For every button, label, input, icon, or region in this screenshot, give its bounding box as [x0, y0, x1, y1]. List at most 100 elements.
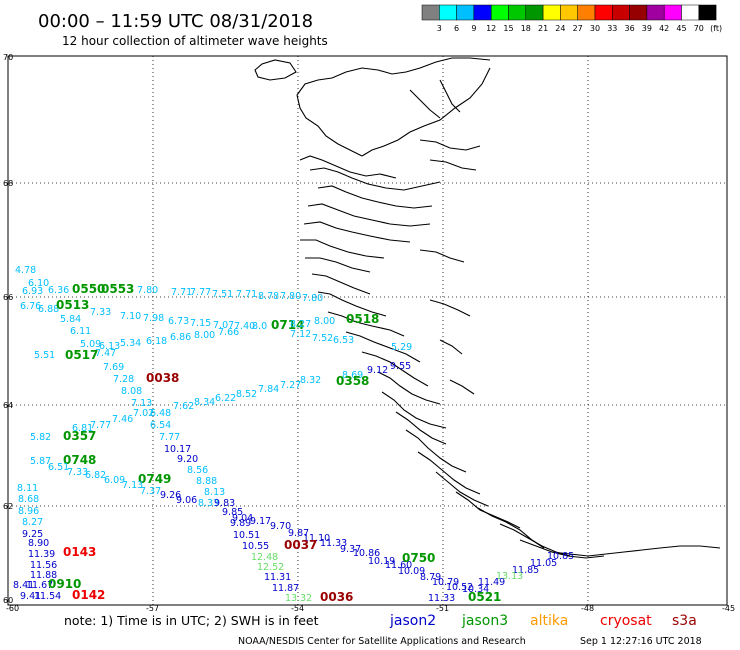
wave-height-value: 4.78: [15, 265, 36, 276]
wave-height-value: 5.34: [120, 338, 141, 349]
wave-height-value: 8.27: [22, 517, 43, 528]
wave-height-value: 6.36: [48, 285, 69, 296]
colorbar-swatch: [698, 4, 717, 21]
wave-height-value: 7.37: [140, 486, 161, 497]
wave-height-value: 6.73: [168, 316, 189, 327]
wave-height-value: 7.33: [67, 467, 88, 478]
colorbar-label: 18: [521, 24, 531, 33]
wave-height-value: 8.88: [196, 476, 217, 487]
wave-height-value: 10.51: [233, 530, 260, 541]
wave-height-value: 5.51: [34, 350, 55, 361]
wave-height-value: 7.46: [112, 414, 133, 425]
legend-s3a: s3a: [672, 613, 697, 629]
wave-height-value: 9.17: [250, 516, 271, 527]
wave-height-value: 8.00: [194, 330, 215, 341]
wave-height-value: 10.19: [368, 556, 395, 567]
wave-height-value: 10.55: [242, 541, 269, 552]
colorbar-label: 24: [555, 24, 565, 33]
colorbar-swatch: [542, 4, 561, 21]
wave-height-value: 6.18: [146, 336, 167, 347]
wave-height-value: 8.68: [18, 494, 39, 505]
colorbar-label: 15: [503, 24, 513, 33]
wave-height-value: 8.13: [204, 487, 225, 498]
colorbar-swatch: [629, 4, 648, 21]
colorbar-swatch: [421, 4, 440, 21]
footer-credit: NOAA/NESDIS Center for Satellite Applica…: [238, 636, 526, 647]
colorbar-swatch: [525, 4, 544, 21]
wave-height-value: 8.69: [342, 370, 363, 381]
wave-height-value: 7.66: [218, 327, 239, 338]
wave-height-value: 7.62: [173, 401, 194, 412]
wave-height-value: 8.56: [187, 465, 208, 476]
wave-height-value: 8.34: [194, 397, 215, 408]
colorbar-swatch: [612, 4, 630, 21]
wave-height-value: 8.33: [198, 498, 219, 509]
wave-height-value: 8.27: [290, 319, 311, 330]
legend-altika: altika: [530, 613, 568, 629]
wave-height-value: 7.52: [312, 333, 333, 344]
wave-height-value: 9.26: [160, 490, 181, 501]
colorbar-swatch: [560, 4, 578, 21]
wave-height-value: 7.77: [190, 287, 211, 298]
longitude-labels: -60 -57 -54 -51 -48 -45: [6, 604, 735, 613]
wave-height-value: 7.71: [171, 287, 192, 298]
wave-height-value: 11.10: [303, 533, 330, 544]
colorbar-swatch: [663, 4, 682, 21]
lat-label: 66: [3, 293, 13, 302]
colorbar-label: 42: [659, 24, 669, 33]
wave-height-value: 7.02: [133, 408, 154, 419]
wave-height-value: 9.55: [390, 361, 411, 372]
page-title: 00:00 – 11:59 UTC 08/31/2018: [38, 11, 313, 32]
wave-height-value: 8.08: [121, 386, 142, 397]
wave-height-value: 9.20: [177, 454, 198, 465]
wave-height-value: 7.80: [280, 291, 301, 302]
wave-height-value: 13.32: [285, 593, 312, 604]
wave-height-value: 6.11: [70, 326, 91, 337]
wave-height-value: 6.09: [104, 475, 125, 486]
wave-height-value: 11.87: [272, 583, 299, 594]
pass-time-label: 0714: [271, 318, 304, 332]
lat-label: 70: [3, 53, 13, 62]
wave-height-value: 9.41: [20, 591, 41, 602]
colorbar-swatch: [646, 4, 665, 21]
colorbar-label: 33: [607, 24, 617, 33]
colorbar-label: 30: [590, 24, 600, 33]
wave-height-value: 10.17: [164, 444, 191, 455]
pass-time-label: 0749: [138, 472, 171, 486]
wave-height-value: 9.04: [232, 513, 253, 524]
pass-time-label: 0910: [48, 577, 81, 591]
pass-time-label: 0553: [101, 282, 134, 296]
wave-height-value: 11.05: [530, 558, 557, 569]
page-subtitle: 12 hour collection of altimeter wave hei…: [62, 34, 328, 48]
wave-height-value: 7.71: [236, 289, 257, 300]
wave-height-value: 5.84: [60, 314, 81, 325]
colorbar-label: 12: [486, 24, 496, 33]
wave-height-value: 9.85: [222, 507, 243, 518]
wave-height-value: 10.79: [432, 577, 459, 588]
pass-time-label: 0143: [63, 545, 96, 559]
lat-label: 60: [3, 596, 13, 605]
pass-time-label: 0517: [65, 348, 98, 362]
wave-height-value: 11.88: [30, 570, 57, 581]
lat-label: 68: [3, 179, 13, 188]
wave-height-value: 7.10: [120, 311, 141, 322]
wave-height-value: 9.87: [288, 528, 309, 539]
wave-height-value: 7.13: [131, 398, 152, 409]
colorbar-label: 36: [625, 24, 635, 33]
wave-height-value: 9.37: [340, 544, 361, 555]
colorbar-label: 39: [642, 24, 652, 33]
wave-height-value: 5.09: [80, 339, 101, 350]
wave-height-value: 11.33: [428, 593, 455, 604]
wave-height-value: 10.09: [398, 566, 425, 577]
pass-time-label: 0750: [402, 551, 435, 565]
wave-height-value: 7.28: [113, 374, 134, 385]
wave-height-value: 8.90: [28, 538, 49, 549]
wave-height-value: 7.80: [302, 293, 323, 304]
lon-label: -57: [146, 604, 159, 613]
colorbar-label: (ft): [710, 24, 722, 33]
wave-height-value: 7.51: [212, 289, 233, 300]
wave-height-value: 8.78: [258, 291, 279, 302]
lon-label: -60: [6, 604, 19, 613]
wave-height-value: 9.70: [270, 521, 291, 532]
lon-label: -45: [722, 604, 735, 613]
